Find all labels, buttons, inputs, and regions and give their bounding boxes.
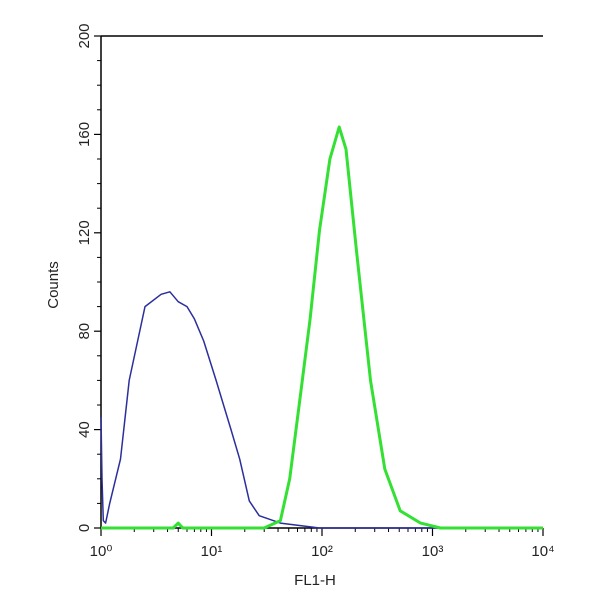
y-axis-label: Counts	[45, 261, 62, 309]
x-tick-label: 10³	[422, 543, 444, 560]
y-tick-label: 120	[76, 220, 93, 245]
y-tick-label: 160	[76, 122, 93, 147]
histogram-line	[100, 291, 543, 529]
y-tick-label: 40	[76, 421, 93, 438]
histogram-line	[101, 125, 543, 530]
x-tick-label: 10⁴	[531, 543, 554, 560]
x-tick-label: 10⁰	[90, 543, 113, 560]
x-axis-label: FL1-H	[294, 572, 336, 589]
y-tick-label: 80	[76, 323, 93, 340]
x-tick-label: 10¹	[201, 543, 223, 560]
x-tick-label: 10²	[311, 543, 333, 560]
y-tick-label: 0	[76, 524, 93, 532]
y-tick-label: 200	[76, 23, 93, 48]
